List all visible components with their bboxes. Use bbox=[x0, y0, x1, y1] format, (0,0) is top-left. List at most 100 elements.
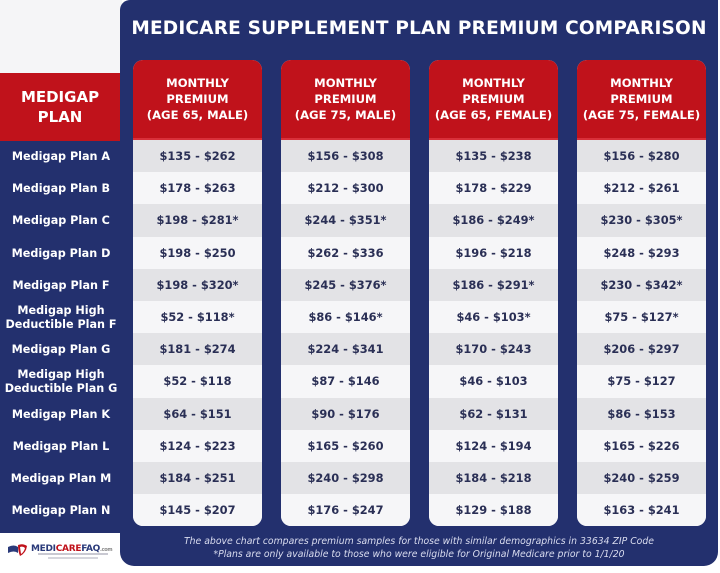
plan-label-line: Deductible Plan G bbox=[4, 382, 118, 396]
plan-label: Medigap Plan K bbox=[0, 399, 122, 431]
logo-text-medi: MEDI bbox=[31, 544, 56, 554]
premium-cell: $198 - $250 bbox=[133, 236, 262, 269]
column-header-line: (AGE 75, FEMALE) bbox=[582, 108, 701, 122]
premium-cell: $198 - $320* bbox=[133, 268, 262, 301]
premium-cell: $135 - $238 bbox=[429, 140, 558, 173]
premium-cell: $124 - $194 bbox=[429, 429, 558, 462]
plan-label-line: Medigap Plan G bbox=[11, 343, 111, 357]
premium-cell: $244 - $351* bbox=[281, 204, 410, 237]
column-header-line: PREMIUM bbox=[610, 92, 673, 106]
column-header-line: MONTHLY bbox=[166, 76, 229, 90]
premium-cell: $156 - $308 bbox=[281, 140, 410, 173]
premium-cell: $224 - $341 bbox=[281, 333, 410, 366]
premium-cell: $248 - $293 bbox=[577, 236, 706, 269]
column-header-line: PREMIUM bbox=[462, 92, 525, 106]
premium-cell: $129 - $188 bbox=[429, 494, 558, 526]
premium-cell: $181 - $274 bbox=[133, 333, 262, 366]
plan-label-line: Medigap Plan K bbox=[11, 407, 111, 421]
plan-label: Medigap Plan C bbox=[0, 205, 122, 237]
premium-cell: $184 - $251 bbox=[133, 461, 262, 495]
plan-label: Medigap High Deductible Plan G bbox=[0, 366, 122, 398]
medicarefaq-logo: MEDICAREFAQ.com bbox=[8, 538, 118, 560]
premium-cell: $52 - $118 bbox=[133, 365, 262, 398]
plan-label-line: Medigap Plan C bbox=[12, 214, 110, 228]
plan-label: Medigap Plan B bbox=[0, 173, 122, 205]
plan-label-line: Medigap High bbox=[17, 304, 105, 318]
logo-text-care: CARE bbox=[55, 544, 82, 554]
plan-header-line: MEDIGAP bbox=[20, 88, 100, 106]
premium-cell: $186 - $291* bbox=[429, 268, 558, 301]
plan-label-line: Medigap Plan N bbox=[11, 504, 111, 518]
plan-label: Medigap Plan M bbox=[0, 463, 122, 495]
chart-title: MEDICARE SUPPLEMENT PLAN PREMIUM COMPARI… bbox=[131, 18, 707, 39]
column-header: MONTHLY PREMIUM (AGE 75, MALE) bbox=[281, 60, 410, 140]
premium-cell: $165 - $260 bbox=[281, 429, 410, 462]
premium-cell: $64 - $151 bbox=[133, 397, 262, 430]
premium-cell: $196 - $218 bbox=[429, 236, 558, 269]
premium-cell: $212 - $300 bbox=[281, 172, 410, 205]
plan-column-panel bbox=[0, 73, 126, 533]
premium-cell: $170 - $243 bbox=[429, 333, 558, 366]
premium-cell: $186 - $249* bbox=[429, 204, 558, 237]
plan-label-line: Medigap Plan D bbox=[11, 246, 111, 260]
premium-cell: $90 - $176 bbox=[281, 397, 410, 430]
logo-text-faq: FAQ bbox=[81, 544, 101, 554]
plan-label: Medigap Plan L bbox=[0, 431, 122, 463]
column-header-line: (AGE 75, MALE) bbox=[294, 108, 397, 122]
premium-cell: $212 - $261 bbox=[577, 172, 706, 205]
premium-cell: $262 - $336 bbox=[281, 236, 410, 269]
plan-label-line: Medigap Plan M bbox=[10, 472, 112, 486]
footnote-zip: The above chart compares premium samples… bbox=[183, 536, 654, 547]
premium-cell: $176 - $247 bbox=[281, 494, 410, 526]
premium-cell: $178 - $229 bbox=[429, 172, 558, 205]
premium-cell: $46 - $103* bbox=[429, 300, 558, 334]
premium-cell: $135 - $262 bbox=[133, 140, 262, 173]
premium-cell: $52 - $118* bbox=[133, 300, 262, 334]
premium-column: MONTHLY PREMIUM (AGE 75, FEMALE) $156 - $28… bbox=[577, 60, 706, 526]
corner-background bbox=[0, 0, 122, 73]
logo-wordmark: MEDICAREFAQ.com bbox=[31, 544, 113, 554]
premium-cell: $62 - $131 bbox=[429, 397, 558, 430]
column-header: MONTHLY PREMIUM (AGE 65, MALE) bbox=[133, 60, 262, 140]
premium-column: MONTHLY PREMIUM (AGE 65, MALE) $135 - $262 $… bbox=[133, 60, 262, 526]
footnote-asterisk: *Plans are only available to those who w… bbox=[213, 549, 625, 560]
column-header-line: (AGE 65, MALE) bbox=[146, 108, 249, 122]
premium-cell: $75 - $127 bbox=[577, 365, 706, 398]
premium-column: MONTHLY PREMIUM (AGE 75, MALE) $156 - $308 $… bbox=[281, 60, 410, 526]
premium-cell: $86 - $146* bbox=[281, 300, 410, 334]
column-header-line: (AGE 65, FEMALE) bbox=[434, 108, 553, 122]
premium-cell: $46 - $103 bbox=[429, 365, 558, 398]
column-header: MONTHLY PREMIUM (AGE 75, FEMALE) bbox=[577, 60, 706, 140]
column-header: MONTHLY PREMIUM (AGE 65, FEMALE) bbox=[429, 60, 558, 140]
premium-cell: $87 - $146 bbox=[281, 365, 410, 398]
premium-cell: $165 - $226 bbox=[577, 429, 706, 462]
premium-cell: $124 - $223 bbox=[133, 429, 262, 462]
premium-cell: $230 - $305* bbox=[577, 204, 706, 237]
column-header-line: PREMIUM bbox=[166, 92, 229, 106]
premium-cell: $178 - $263 bbox=[133, 172, 262, 205]
plan-label-line: Medigap Plan A bbox=[11, 150, 111, 164]
premium-cell: $86 - $153 bbox=[577, 397, 706, 430]
premium-cell: $163 - $241 bbox=[577, 494, 706, 526]
premium-cell: $245 - $376* bbox=[281, 268, 410, 301]
premium-column: MONTHLY PREMIUM (AGE 65, FEMALE) $135 - $23… bbox=[429, 60, 558, 526]
column-header-line: PREMIUM bbox=[314, 92, 377, 106]
premium-cell: $184 - $218 bbox=[429, 461, 558, 495]
premium-cell: $206 - $297 bbox=[577, 333, 706, 366]
column-header-line: MONTHLY bbox=[314, 76, 377, 90]
plan-label-line: Medigap Plan F bbox=[12, 278, 110, 292]
premium-cell: $156 - $280 bbox=[577, 140, 706, 173]
plan-label: Medigap Plan G bbox=[0, 334, 122, 366]
plan-label: Medigap Plan A bbox=[0, 141, 122, 173]
premium-cell: $240 - $298 bbox=[281, 461, 410, 495]
premium-cell: $145 - $207 bbox=[133, 494, 262, 526]
logo-tagline bbox=[48, 557, 98, 559]
plan-label: Medigap Plan N bbox=[0, 495, 122, 527]
shield-flag-icon bbox=[8, 542, 28, 556]
plan-header-line: PLAN bbox=[37, 108, 83, 126]
plan-column-header: MEDIGAP PLAN bbox=[0, 73, 120, 141]
premium-cell: $75 - $127* bbox=[577, 300, 706, 334]
plan-label: Medigap High Deductible Plan F bbox=[0, 302, 122, 334]
premium-cell: $230 - $342* bbox=[577, 268, 706, 301]
plan-label: Medigap Plan D bbox=[0, 238, 122, 270]
